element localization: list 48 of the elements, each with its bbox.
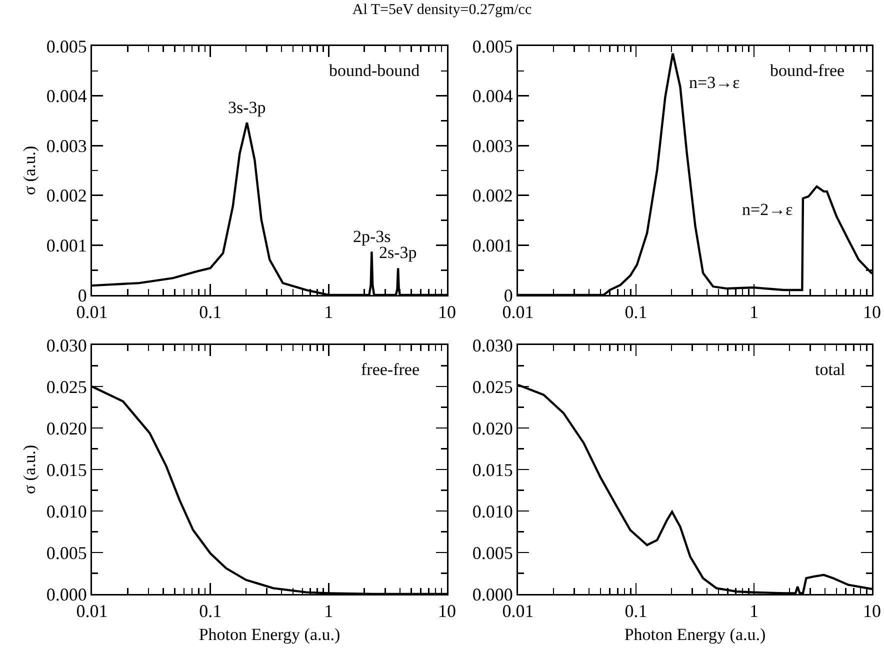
y-tick-label: 0.010: [472, 501, 513, 522]
x-tick-label: 0.1: [624, 601, 648, 622]
x-tick-label: 10: [438, 302, 456, 322]
y-tick-label: 0.015: [46, 460, 87, 480]
annotation: 3s-3p: [228, 98, 266, 117]
annotation: n=3→ε: [689, 73, 740, 92]
annotation: 2s-3p: [379, 243, 417, 262]
x-tick-label: 1: [324, 302, 334, 322]
y-tick-label: 0.001: [472, 236, 513, 256]
y-tick-label: 0.002: [472, 186, 513, 206]
x-tick-label: 10: [438, 601, 456, 622]
y-tick-label: 0.005: [46, 542, 87, 563]
annotation: total: [815, 360, 846, 379]
y-tick-label: 0.004: [472, 86, 513, 106]
y-tick-label: 0.025: [472, 376, 513, 397]
y-tick-label: 0.020: [472, 418, 513, 438]
y-axis-title: σ (a.u.): [20, 444, 40, 494]
annotation: free-free: [361, 360, 420, 379]
y-tick-label: 0.020: [46, 418, 87, 438]
x-tick-label: 0.1: [199, 302, 222, 322]
y-tick-label: 0.010: [46, 501, 87, 522]
x-tick-label: 1: [750, 601, 758, 622]
y-tick-label: 0.001: [46, 236, 87, 256]
y-tick-label: 0.005: [472, 542, 513, 563]
y-tick-label: 0.004: [46, 86, 87, 106]
y-tick-label: 0.030: [46, 335, 87, 356]
y-tick-label: 0.003: [472, 136, 513, 156]
x-tick-label: 1: [750, 302, 758, 322]
y-tick-label: 0.003: [46, 136, 87, 156]
x-tick-label: 0.1: [624, 302, 648, 322]
x-axis-title: Photon Energy (a.u.): [624, 625, 766, 644]
chart-title: Al T=5eV density=0.27gm/cc: [351, 2, 533, 19]
x-tick-label: 0.1: [199, 601, 222, 622]
annotation: bound-free: [770, 61, 845, 80]
annotation: 2p-3s: [353, 227, 391, 246]
y-axis-title: σ (a.u.): [20, 146, 40, 196]
y-tick-label: 0.015: [472, 460, 513, 480]
y-tick-label: 0.005: [46, 36, 87, 56]
x-axis-title: Photon Energy (a.u.): [198, 625, 340, 644]
y-tick-label: 0.030: [472, 335, 513, 356]
x-tick-label: 10: [863, 302, 881, 322]
annotation: n=2→ε: [742, 200, 793, 219]
y-tick-label: 0.025: [46, 376, 87, 397]
x-tick-label: 1: [324, 601, 334, 622]
annotation: bound-bound: [329, 61, 420, 80]
y-tick-label: 0.002: [46, 186, 87, 206]
x-tick-label: 10: [863, 601, 881, 622]
y-tick-label: 0.005: [472, 36, 513, 56]
